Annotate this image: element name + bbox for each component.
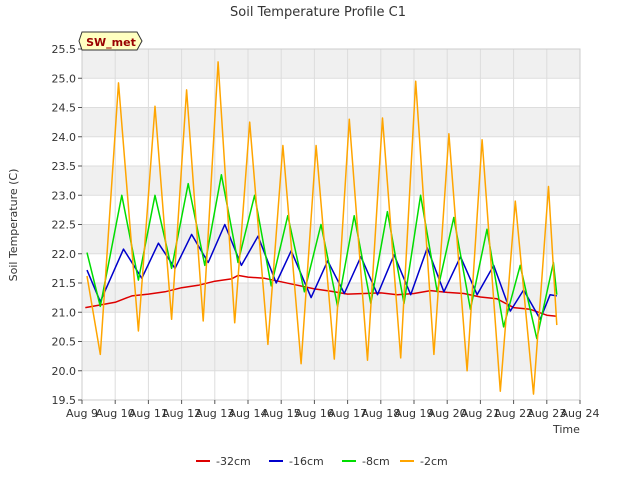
y-tick-label: 23.5 — [52, 160, 77, 173]
station-label-box: SW_met — [78, 31, 143, 51]
background-band — [82, 341, 580, 371]
station-label-shape — [78, 31, 143, 51]
x-tick-label: Aug 10 — [96, 407, 135, 420]
x-tick-label: Aug 20 — [428, 407, 467, 420]
y-tick-label: 24.0 — [52, 131, 77, 144]
data-series — [85, 61, 558, 395]
x-tick-label: Aug 19 — [395, 407, 434, 420]
x-tick-label: Aug 13 — [195, 407, 234, 420]
y-tick-label: 25.0 — [52, 72, 77, 85]
legend-label: -8cm — [362, 455, 390, 468]
legend-label: -32cm — [216, 455, 251, 468]
y-tick-label: 25.5 — [52, 43, 77, 56]
chart-title: Soil Temperature Profile C1 — [230, 5, 406, 20]
background-band — [82, 224, 580, 254]
x-axis-label: Time — [552, 423, 580, 436]
x-tick-label: Aug 18 — [361, 407, 400, 420]
x-tick-label: Aug 12 — [162, 407, 201, 420]
x-tick-label: Aug 15 — [262, 407, 301, 420]
legend-label: -2cm — [420, 455, 448, 468]
y-tick-label: 20.0 — [52, 365, 77, 378]
y-tick-label: 21.5 — [52, 277, 77, 290]
background-band — [82, 136, 580, 166]
y-tick-label: 19.5 — [52, 394, 77, 407]
x-tick-label: Aug 9 — [66, 407, 98, 420]
x-tick-label: Aug 11 — [129, 407, 168, 420]
x-tick-label: Aug 16 — [295, 407, 334, 420]
background-band — [82, 78, 580, 108]
x-tick-label: Aug 14 — [229, 407, 268, 420]
y-tick-label: 22.5 — [52, 219, 77, 232]
y-tick-label: 21.0 — [52, 306, 77, 319]
legend-label: -16cm — [289, 455, 324, 468]
background-band — [82, 166, 580, 196]
x-tick-label: Aug 21 — [461, 407, 500, 420]
series-line-2cm — [86, 61, 558, 395]
y-tick-label: 20.5 — [52, 336, 77, 349]
background-band — [82, 195, 580, 225]
x-tick-label: Aug 22 — [494, 407, 533, 420]
y-axis-ticks: 19.5 20.0 20.5 21.0 21.5 22.0 22.5 23.0 23.5 24.0… — [52, 43, 82, 407]
y-tick-label: 24.5 — [52, 102, 77, 115]
background-band — [82, 370, 580, 400]
legend: -32cm -16cm -8cm -2cm — [196, 455, 448, 468]
x-tick-label: Aug 23 — [527, 407, 566, 420]
background-band — [82, 49, 580, 79]
plot-background-bands — [82, 49, 580, 400]
y-axis-label: Soil Temperature (C) — [7, 169, 20, 282]
background-band — [82, 107, 580, 137]
y-tick-label: 22.0 — [52, 248, 77, 261]
x-tick-label: Aug 24 — [561, 407, 600, 420]
y-tick-label: 23.0 — [52, 189, 77, 202]
x-tick-label: Aug 17 — [328, 407, 367, 420]
station-label-text: SW_met — [86, 36, 136, 49]
